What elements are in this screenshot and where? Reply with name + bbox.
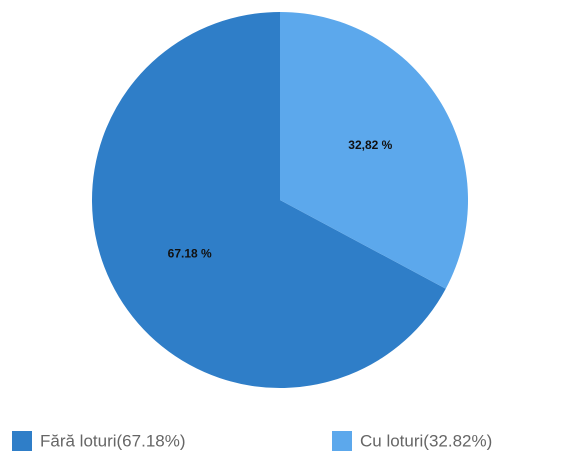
data-label: 32,82 %: [348, 138, 392, 152]
data-label: 67.18 %: [168, 246, 212, 260]
pie-slice: [91, 12, 446, 388]
legend-swatch: [12, 431, 32, 451]
legend-swatch: [332, 431, 352, 451]
legend-label: Cu loturi(32.82%): [360, 431, 492, 450]
pie-slice: [280, 12, 468, 289]
legend-label: Fără loturi(67.18%): [40, 431, 186, 450]
